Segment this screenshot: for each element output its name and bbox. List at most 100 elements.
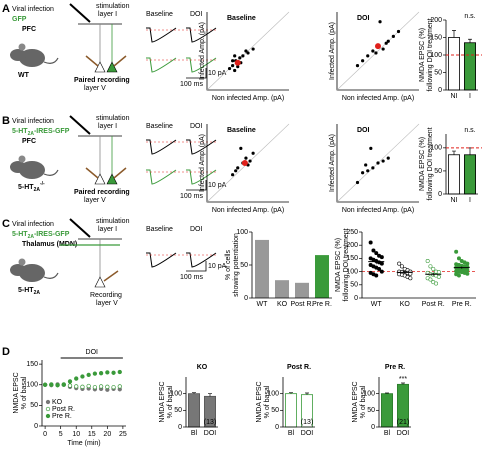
chart-title: DOI <box>357 15 370 22</box>
point <box>238 56 242 60</box>
mouse-head <box>10 161 26 173</box>
bar <box>295 282 309 298</box>
y-axis-label: % of cells <box>225 250 232 280</box>
point <box>399 264 404 269</box>
error-bar <box>468 147 472 155</box>
point <box>67 379 73 384</box>
y-tick-label: 0 <box>438 191 442 198</box>
x-tick-label: Bl <box>191 430 198 437</box>
point <box>86 372 91 378</box>
trace-label: DOI <box>190 226 203 233</box>
x-tick-label: DOI <box>397 430 410 437</box>
point <box>111 385 116 390</box>
virus-region: PFC <box>22 138 36 145</box>
y-tick-label: 100 <box>363 391 375 398</box>
n-label: (13) <box>204 419 216 426</box>
x-tick-label: DOI <box>204 430 217 437</box>
trace-label: DOI <box>190 11 203 18</box>
point <box>233 54 237 58</box>
scale-y: 10 pA <box>208 70 227 77</box>
x-tick-label: KO <box>400 301 411 308</box>
mouse-ear <box>18 258 26 266</box>
point <box>86 383 91 389</box>
point <box>241 54 245 58</box>
x-tick-label: I <box>469 93 471 100</box>
y-axis-label: Infected Amp. (pA) <box>329 22 336 80</box>
y-axis-label: Infected Amp. (pA) <box>199 134 206 192</box>
trace <box>146 57 177 73</box>
point <box>431 266 436 271</box>
point <box>465 271 470 276</box>
neuron <box>106 173 118 185</box>
mouse-label: 5-HT2A <box>18 287 40 296</box>
trace-label: Baseline <box>146 11 173 18</box>
y-tick-label: 200 <box>346 242 358 249</box>
rec-electrode <box>85 55 99 67</box>
y-tick-label: 100 <box>267 391 279 398</box>
y-axis-label: following DOI treatment <box>427 18 434 91</box>
point <box>379 255 384 260</box>
point <box>74 384 79 389</box>
virus-title: Viral infection <box>12 118 54 125</box>
point <box>366 169 370 173</box>
x-tick-label: NI <box>451 93 458 100</box>
virus-construct-part: -IRES-GFP <box>34 231 70 238</box>
y-tick-label: 50 <box>367 407 375 414</box>
point <box>98 384 104 389</box>
stim-label: layer I <box>98 226 117 233</box>
point <box>236 166 240 170</box>
mouse-head <box>10 49 26 61</box>
y-tick-label: 0 <box>244 295 248 302</box>
stim-electrode <box>69 3 91 23</box>
panel-letter: D <box>2 346 10 358</box>
y-tick-label: 0 <box>275 424 279 431</box>
x-tick-label: DOI <box>301 430 314 437</box>
point <box>374 51 378 55</box>
rec-label: layer V <box>96 300 118 307</box>
point <box>375 43 381 50</box>
point <box>364 163 368 167</box>
point <box>454 249 459 254</box>
y-axis-label: % of basal <box>360 385 367 418</box>
bar <box>255 239 269 298</box>
scale-y: 10 pA <box>208 263 227 270</box>
scale-x: 100 ms <box>180 193 203 200</box>
y-tick-label: 150 <box>346 255 358 262</box>
point <box>361 59 365 63</box>
identity-line <box>336 11 420 91</box>
mouse-label-part: -/- <box>40 181 45 187</box>
point <box>248 159 252 163</box>
point <box>379 261 384 266</box>
point <box>425 259 430 264</box>
trace <box>186 252 217 268</box>
chart-title: Post R. <box>287 364 311 371</box>
trace <box>146 169 177 185</box>
chart-title: Baseline <box>227 127 256 134</box>
mouse-ear <box>18 43 26 51</box>
x-tick-label: Pre R. <box>452 301 472 308</box>
legend-label: Post R. <box>52 406 75 413</box>
panel-letter: B <box>2 115 10 127</box>
point <box>386 156 390 160</box>
point <box>244 156 248 160</box>
chart-title: DOI <box>357 127 370 134</box>
legend-marker <box>45 413 51 419</box>
trace <box>186 139 217 155</box>
x-axis-label: Non infected Amp. (pA) <box>342 95 414 102</box>
point <box>408 276 413 281</box>
point <box>92 385 98 390</box>
y-tick-label: 200 <box>430 17 442 24</box>
panel-letter: A <box>2 3 10 15</box>
scale-x: 100 ms <box>180 81 203 88</box>
n-label: (21) <box>397 419 409 426</box>
bar <box>463 154 476 195</box>
point <box>241 160 248 166</box>
virus-title: Viral infection <box>12 6 54 13</box>
bar <box>463 42 476 91</box>
chart-title: KO <box>197 364 208 371</box>
point <box>456 273 461 278</box>
point <box>239 146 243 150</box>
x-tick-label: Bl <box>288 430 295 437</box>
point <box>234 59 241 66</box>
point <box>231 59 235 63</box>
